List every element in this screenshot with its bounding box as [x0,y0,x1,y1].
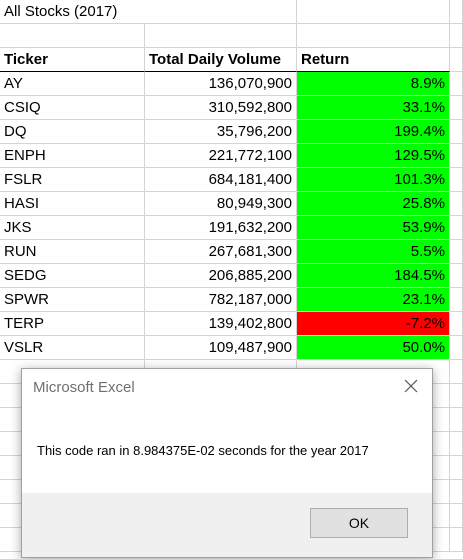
empty-cell[interactable] [450,432,463,456]
table-row: SPWR 782,187,000 23.1% [0,288,463,312]
empty-cell[interactable] [450,48,463,72]
header-volume[interactable]: Total Daily Volume [145,48,297,72]
empty-cell[interactable] [450,0,463,24]
return-cell[interactable]: 101.3% [297,168,450,192]
volume-cell[interactable]: 782,187,000 [145,288,297,312]
message-dialog: Microsoft Excel This code ran in 8.98437… [21,368,433,558]
empty-row [0,24,463,48]
header-row: Ticker Total Daily Volume Return [0,48,463,72]
title-row: All Stocks (2017) [0,0,463,24]
dialog-title: Microsoft Excel [33,379,135,396]
empty-cell[interactable] [450,528,463,552]
empty-cell[interactable] [450,360,463,384]
close-icon[interactable] [402,377,420,395]
volume-cell[interactable]: 310,592,800 [145,96,297,120]
table-row: CSIQ 310,592,800 33.1% [0,96,463,120]
ticker-cell[interactable]: HASI [0,192,145,216]
table-row: AY 136,070,900 8.9% [0,72,463,96]
empty-cell[interactable] [450,480,463,504]
empty-cell[interactable] [145,24,297,48]
volume-cell[interactable]: 206,885,200 [145,264,297,288]
volume-cell[interactable]: 80,949,300 [145,192,297,216]
return-cell[interactable]: 53.9% [297,216,450,240]
header-ticker[interactable]: Ticker [0,48,145,72]
ticker-cell[interactable]: JKS [0,216,145,240]
empty-cell[interactable] [450,24,463,48]
empty-cell[interactable] [0,24,145,48]
ticker-cell[interactable]: AY [0,72,145,96]
return-cell[interactable]: 184.5% [297,264,450,288]
sheet-title[interactable]: All Stocks (2017) [0,0,145,24]
ticker-cell[interactable]: FSLR [0,168,145,192]
ticker-cell[interactable]: SPWR [0,288,145,312]
empty-cell[interactable] [297,0,450,24]
ticker-cell[interactable]: SEDG [0,264,145,288]
return-cell[interactable]: 50.0% [297,336,450,360]
empty-cell[interactable] [450,192,463,216]
empty-cell[interactable] [450,144,463,168]
return-cell[interactable]: 5.5% [297,240,450,264]
table-row: VSLR 109,487,900 50.0% [0,336,463,360]
dialog-message: This code ran in 8.984375E-02 seconds fo… [37,443,369,458]
empty-cell[interactable] [450,456,463,480]
volume-cell[interactable]: 109,487,900 [145,336,297,360]
empty-cell[interactable] [450,168,463,192]
ticker-cell[interactable]: ENPH [0,144,145,168]
ticker-cell[interactable]: VSLR [0,336,145,360]
ticker-cell[interactable]: CSIQ [0,96,145,120]
table-row: RUN 267,681,300 5.5% [0,240,463,264]
empty-cell[interactable] [450,384,463,408]
empty-cell[interactable] [450,120,463,144]
empty-cell[interactable] [450,288,463,312]
volume-cell[interactable]: 191,632,200 [145,216,297,240]
table-row: SEDG 206,885,200 184.5% [0,264,463,288]
empty-cell[interactable] [297,24,450,48]
ticker-cell[interactable]: TERP [0,312,145,336]
ok-button[interactable]: OK [310,508,408,538]
volume-cell[interactable]: 267,681,300 [145,240,297,264]
return-cell[interactable]: 8.9% [297,72,450,96]
return-cell[interactable]: 25.8% [297,192,450,216]
volume-cell[interactable]: 136,070,900 [145,72,297,96]
empty-cell[interactable] [450,240,463,264]
return-cell[interactable]: 23.1% [297,288,450,312]
return-cell[interactable]: -7.2% [297,312,450,336]
table-row: ENPH 221,772,100 129.5% [0,144,463,168]
ticker-cell[interactable]: DQ [0,120,145,144]
table-row: JKS 191,632,200 53.9% [0,216,463,240]
header-return[interactable]: Return [297,48,450,72]
empty-cell[interactable] [450,264,463,288]
empty-cell[interactable] [450,96,463,120]
empty-cell[interactable] [450,72,463,96]
dialog-footer: OK [22,493,432,557]
return-cell[interactable]: 129.5% [297,144,450,168]
table-row: HASI 80,949,300 25.8% [0,192,463,216]
return-cell[interactable]: 33.1% [297,96,450,120]
empty-cell[interactable] [450,336,463,360]
empty-cell[interactable] [450,408,463,432]
volume-cell[interactable]: 139,402,800 [145,312,297,336]
empty-cell[interactable] [450,216,463,240]
table-row: TERP 139,402,800 -7.2% [0,312,463,336]
ticker-cell[interactable]: RUN [0,240,145,264]
empty-cell[interactable] [145,0,297,24]
table-row: FSLR 684,181,400 101.3% [0,168,463,192]
volume-cell[interactable]: 221,772,100 [145,144,297,168]
table-row: DQ 35,796,200 199.4% [0,120,463,144]
volume-cell[interactable]: 35,796,200 [145,120,297,144]
volume-cell[interactable]: 684,181,400 [145,168,297,192]
empty-cell[interactable] [450,504,463,528]
return-cell[interactable]: 199.4% [297,120,450,144]
empty-cell[interactable] [450,312,463,336]
